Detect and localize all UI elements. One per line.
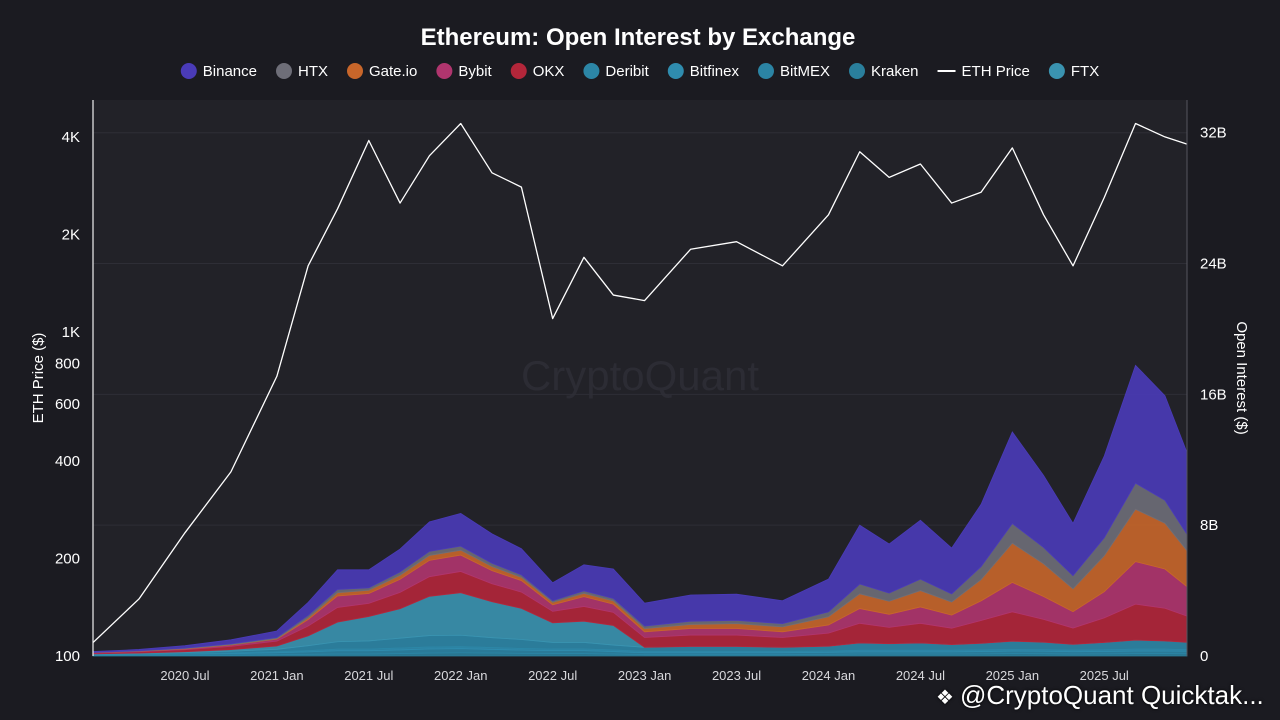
y-axis-right-label: Open Interest ($) <box>1233 321 1250 434</box>
left-tick-label-2: 400 <box>55 453 80 470</box>
footer-attribution: ❖ @CryptoQuant Quicktak... <box>936 680 1264 711</box>
x-tick-label-4: 2022 Jul <box>528 668 577 683</box>
legend-dot-icon <box>180 63 197 79</box>
left-tick-label-6: 2K <box>62 226 80 243</box>
x-tick-label-3: 2022 Jan <box>434 668 488 683</box>
x-tick-label-0: 2020 Jul <box>160 668 209 683</box>
right-tick-label-4: 32B <box>1200 125 1227 142</box>
right-tick-label-3: 24B <box>1200 256 1227 273</box>
footer-text: @CryptoQuant Quicktak... <box>959 680 1264 710</box>
right-tick-label-1: 8B <box>1200 517 1218 534</box>
left-tick-label-3: 600 <box>55 396 80 413</box>
left-tick-label-0: 100 <box>55 648 80 665</box>
right-axis-ticks: 0 8B 16B 24B 32B <box>1200 125 1227 665</box>
right-tick-label-0: 0 <box>1200 648 1208 665</box>
legend-label: Gate.io <box>369 63 417 80</box>
x-tick-label-9: 2025 Jan <box>986 668 1040 683</box>
legend-item-okx[interactable]: OKX <box>510 63 565 80</box>
x-tick-label-6: 2023 Jul <box>712 668 761 683</box>
legend-label: Bybit <box>458 63 492 80</box>
legend-label: Binance <box>203 63 257 80</box>
binance-logo-icon: ❖ <box>936 687 954 709</box>
legend-dot-icon <box>436 63 453 79</box>
legend-label: OKX <box>533 63 565 80</box>
legend-label: Deribit <box>605 63 649 80</box>
legend-dot-icon <box>849 63 865 79</box>
legend-dot-icon <box>757 63 774 79</box>
legend-item-eth-price[interactable]: ETH Price <box>937 63 1030 80</box>
legend-label: HTX <box>298 63 328 80</box>
legend-item-bitfinex[interactable]: Bitfinex <box>667 63 740 80</box>
x-tick-label-10: 2025 Jul <box>1080 668 1129 683</box>
legend-label: BitMEX <box>780 63 830 80</box>
legend-dot-icon <box>583 63 600 79</box>
y-axis-left-label: ETH Price ($) <box>30 333 47 424</box>
x-axis-ticks: 2020 Jul 2021 Jan 2021 Jul 2022 Jan 2022 Jul… <box>160 668 1129 683</box>
legend-item-ftx[interactable]: FTX <box>1048 63 1099 80</box>
x-tick-label-7: 2024 Jan <box>802 668 856 683</box>
left-tick-label-5: 1K <box>62 324 80 341</box>
legend-label: FTX <box>1071 63 1099 80</box>
legend-dot-icon <box>276 63 292 79</box>
open-interest-areas <box>92 364 1188 657</box>
legend-dot-icon <box>1048 63 1065 79</box>
left-axis-ticks: 100 200 400 600 800 1K 2K 4K <box>55 129 80 665</box>
legend-label: ETH Price <box>962 63 1030 80</box>
eth-price-line <box>92 122 1188 644</box>
legend: Binance HTX Gate.io Bybit OKX Deribit Bitfinex… <box>180 63 1099 80</box>
legend-label: Kraken <box>871 63 919 80</box>
legend-dot-icon <box>510 63 527 79</box>
x-tick-label-5: 2023 Jan <box>618 668 672 683</box>
legend-item-kraken[interactable]: Kraken <box>849 63 919 80</box>
legend-item-gate-io[interactable]: Gate.io <box>347 63 417 80</box>
x-tick-label-2: 2021 Jul <box>344 668 393 683</box>
left-tick-label-7: 4K <box>62 129 80 146</box>
x-tick-label-8: 2024 Jul <box>896 668 945 683</box>
legend-label: Bitfinex <box>690 63 740 80</box>
legend-item-bitmex[interactable]: BitMEX <box>757 63 830 80</box>
legend-dot-icon <box>667 63 684 79</box>
x-tick-label-1: 2021 Jan <box>250 668 304 683</box>
legend-dot-icon <box>347 63 363 79</box>
legend-item-deribit[interactable]: Deribit <box>583 63 650 80</box>
chart-title: Ethereum: Open Interest by Exchange <box>421 24 856 51</box>
left-tick-label-1: 200 <box>55 550 80 567</box>
legend-item-htx[interactable]: HTX <box>276 63 328 80</box>
left-tick-label-4: 800 <box>55 355 80 372</box>
chart-watermark: CryptoQuant <box>521 352 759 399</box>
legend-item-bybit[interactable]: Bybit <box>436 63 493 80</box>
legend-item-binance[interactable]: Binance <box>180 63 257 80</box>
right-tick-label-2: 16B <box>1200 386 1227 403</box>
